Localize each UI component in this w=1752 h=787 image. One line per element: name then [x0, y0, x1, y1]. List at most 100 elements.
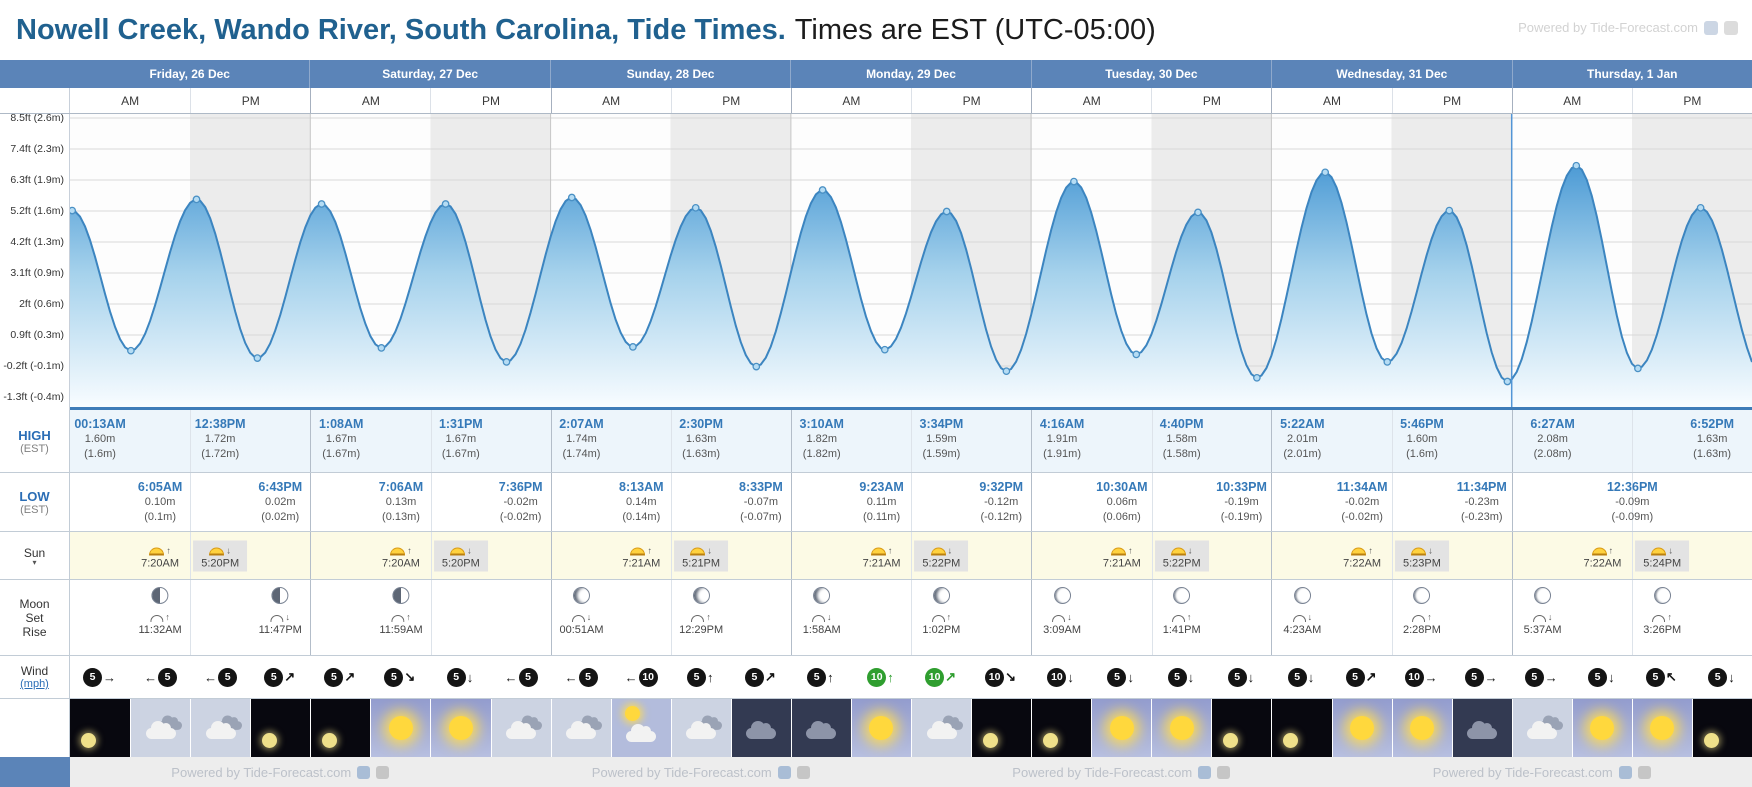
sunset-arrow-icon: ↓: [707, 545, 712, 555]
moon-set-time: 4:23AM: [1283, 624, 1322, 636]
wind-speed-badge: 10: [925, 667, 945, 687]
ampm-axis-stub: [0, 88, 70, 113]
wind-reading: 10 →: [1404, 667, 1439, 687]
tide-extreme-marker: [880, 345, 889, 354]
chart-axis: 8.5ft (2.6m) 7.4ft (2.3m) 6.3ft (1.9m) 5.2f…: [0, 114, 70, 410]
tide-time: 5:46PM: [1400, 417, 1444, 431]
sun-day-cell: ↑ 7:20AM ↓ 5:20PM: [310, 532, 550, 579]
ampm-am-label: AM: [550, 88, 671, 113]
sun-icon: [1650, 716, 1675, 740]
cloud-icon: [205, 720, 236, 739]
wind-speed-badge: 5: [807, 667, 827, 687]
moon-set-icon: ↓: [1283, 612, 1321, 622]
tide-height-alt: (-0.02m): [1341, 510, 1383, 523]
footer-credit-link[interactable]: Powered by Tide-Forecast.com: [591, 764, 772, 780]
sunset-icon: ↓: [1403, 542, 1441, 555]
tide-extreme-marker: [818, 186, 827, 194]
tide-time: 10:30AM: [1096, 480, 1148, 494]
footer-credit-link[interactable]: Powered by Tide-Forecast.com: [1432, 764, 1613, 780]
weather-icon-cloudy-night: [790, 699, 851, 757]
tide-height: -0.19m: [1224, 496, 1259, 509]
wind-reading: 10 ↘: [985, 667, 1017, 687]
moon-arc-icon: [150, 615, 164, 622]
tide-height: -0.02m: [503, 496, 538, 509]
wind-cell: 5 ↓: [1271, 656, 1331, 698]
tide-time: 8:13AM: [619, 480, 664, 494]
moon-set-icon: ↓: [259, 612, 302, 622]
wind-speed-badge: 5: [1524, 667, 1544, 687]
weather-icon-sunny: [1091, 699, 1152, 757]
footer-credit-link[interactable]: Powered by Tide-Forecast.com: [1012, 764, 1193, 780]
low-tide-event: 6:43PM 0.02m (0.02m): [258, 479, 302, 524]
tide-time: 00:13AM: [74, 417, 126, 431]
tide-extreme-marker: [317, 200, 326, 208]
tide-height-alt: (1.58m): [1162, 447, 1201, 460]
moon-row: Moon Set Rise ↑ 11:32AM ↓ 11:47PM ↑ 11:59AM ↓ 0…: [0, 580, 1752, 656]
sunrise-arrow-icon: ↑: [887, 545, 893, 555]
watermark-link[interactable]: Powered by Tide-Forecast.com: [1518, 20, 1698, 35]
wind-reading: 5 ↗: [1345, 667, 1378, 687]
sun-dome-icon: [1170, 547, 1186, 555]
low-tide-event: 11:34PM -0.23m (-0.23m): [1457, 479, 1507, 524]
moon-icon: [322, 733, 338, 748]
tide-height: 1.58m: [1166, 433, 1197, 446]
tide-time: 11:34PM: [1456, 480, 1507, 494]
tide-height-alt: (0.06m): [1102, 510, 1141, 523]
moon-arc-icon: [1052, 615, 1066, 622]
low-tide-event: 10:30AM 0.06m (0.06m): [1096, 479, 1147, 524]
footer-credit-link[interactable]: Powered by Tide-Forecast.com: [171, 764, 352, 780]
low-tide-event: 11:34AM -0.02m (-0.02m): [1337, 479, 1388, 524]
tide-time: 6:05AM: [137, 480, 183, 494]
tide-time: 6:43PM: [258, 480, 303, 494]
wind-direction-arrow-icon: →: [1484, 669, 1498, 685]
low-day-cell: 6:05AM 0.10m (0.1m) 6:43PM 0.02m (0.02m): [70, 473, 310, 531]
sunrise-icon: ↑: [141, 542, 179, 555]
moon-event: ↑ 3:26PM: [1643, 587, 1681, 636]
wind-reading: ← 10: [624, 667, 658, 687]
weather-icon-sunny: [1631, 699, 1692, 757]
wind-speed-badge: 5: [1645, 667, 1665, 687]
tide-extreme-marker: [1253, 373, 1261, 382]
moon-day-cell: ↓ 4:23AM ↑ 2:28PM: [1271, 580, 1511, 655]
ampm-am-label: AM: [310, 88, 430, 113]
tide-height: 1.59m: [926, 433, 957, 446]
tide-height-alt: (-0.19m): [1220, 510, 1263, 523]
tide-time: 7:06AM: [378, 480, 424, 494]
tide-time: 8:33PM: [739, 480, 783, 494]
y-axis-label: 3.1ft (0.9m): [10, 267, 64, 279]
wind-direction-arrow-icon: ↓: [1728, 669, 1735, 685]
sun-day-cell: ↑ 7:22AM ↓ 5:24PM: [1511, 532, 1752, 579]
tide-extreme-marker: [942, 207, 951, 216]
sunset-time: 5:20PM: [201, 557, 240, 569]
tide-extreme-marker: [1070, 177, 1078, 186]
low-tide-event: 9:32PM -0.12m (-0.12m): [979, 479, 1023, 524]
wind-direction-arrow-icon: ↑: [887, 669, 894, 685]
sunrise-icon: ↑: [863, 542, 901, 555]
wind-cell: 5 →: [1452, 656, 1512, 698]
wind-reading: 10 ↗: [925, 667, 957, 687]
sunset-arrow-icon: ↓: [467, 545, 472, 555]
footer-groups: Powered by Tide-Forecast.com Powered by T…: [70, 757, 1752, 787]
wind-speed-badge: 5: [1708, 667, 1728, 687]
tide-time: 1:31PM: [438, 417, 483, 431]
wind-reading: 5 ↖: [1645, 667, 1678, 687]
ampm-am-label: AM: [121, 93, 140, 108]
tide-time: 1:08AM: [318, 417, 364, 431]
chevron-down-icon[interactable]: ▾: [32, 557, 37, 567]
wind-unit-link[interactable]: (mph): [20, 678, 49, 690]
moon-set-arrow-icon: ↓: [1547, 612, 1553, 622]
tide-height-alt: (-0.07m): [740, 510, 782, 523]
weather-icon-cloudy: [1511, 699, 1572, 757]
day-header-axis-stub: [0, 60, 70, 88]
y-axis-label: 8.5ft (2.6m): [10, 114, 64, 124]
moon-icon: [983, 733, 999, 748]
page-title: Nowell Creek, Wando River, South Carolin…: [16, 13, 786, 46]
wind-speed-badge: 5: [1107, 667, 1127, 687]
day-header-cell: Wednesday, 31 Dec: [1271, 60, 1511, 88]
moon-event: ↓ 00:51AM: [559, 587, 603, 636]
wind-cell: 5 ↓: [1692, 656, 1752, 698]
sun-dome-icon: [1651, 547, 1667, 555]
tide-height-alt: (1.91m): [1043, 447, 1081, 460]
tide-extreme-marker: [691, 203, 700, 212]
wind-cell: ← 10: [611, 656, 671, 698]
